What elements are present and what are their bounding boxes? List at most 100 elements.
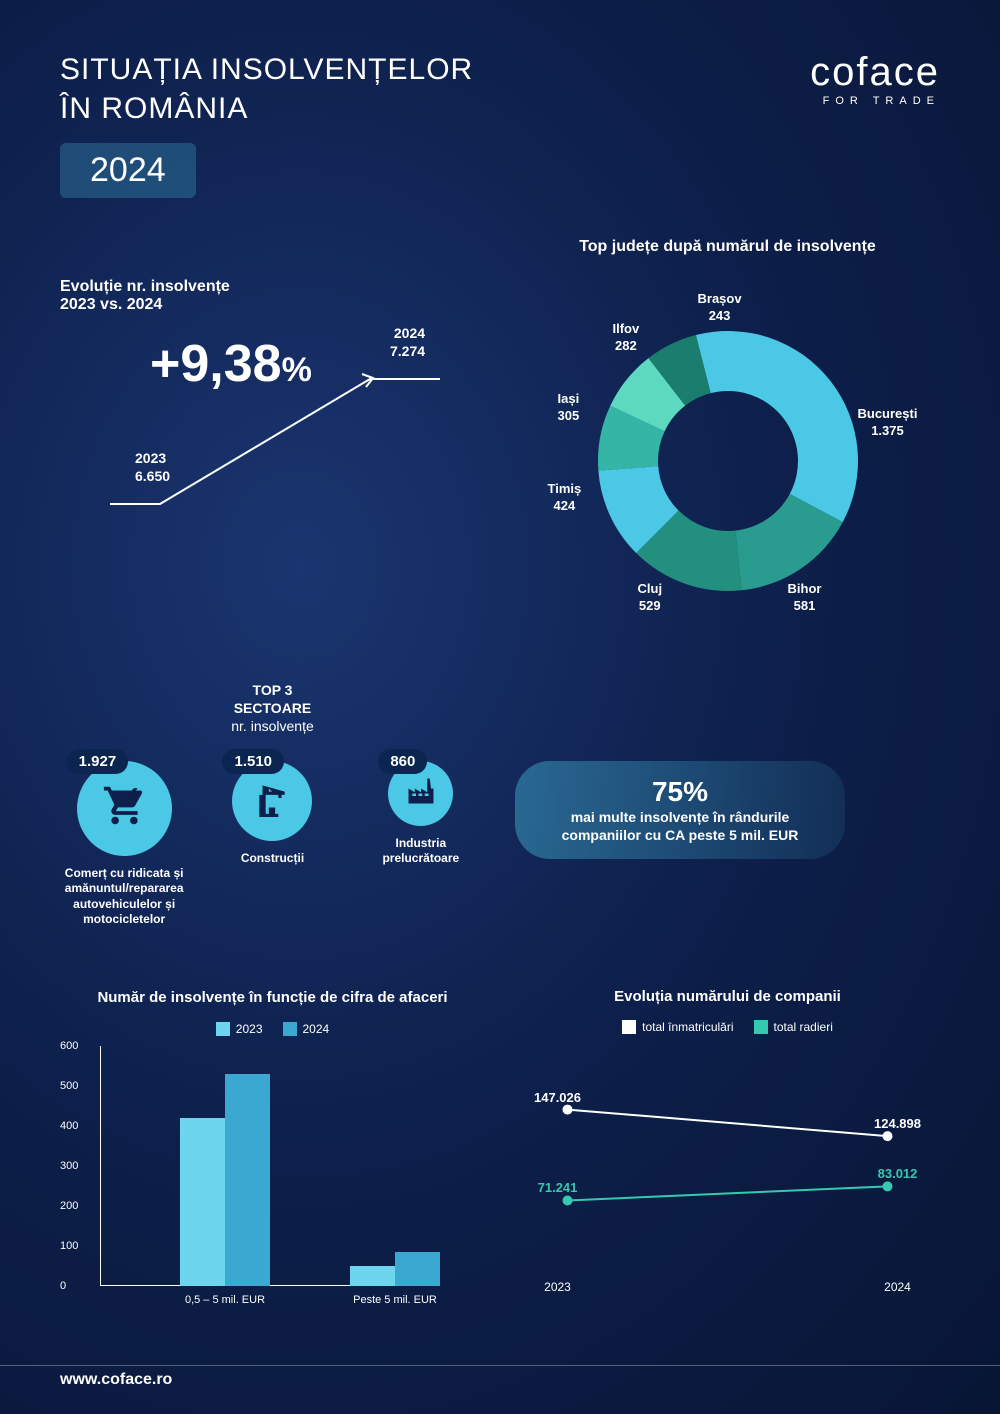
bar-legend-2024: 2024 bbox=[283, 1022, 330, 1036]
sector-circle-0: 1.927 bbox=[77, 761, 172, 856]
factory-icon bbox=[406, 776, 436, 811]
line-series-1 bbox=[568, 1186, 888, 1200]
donut-label-bihor: Bihor581 bbox=[788, 581, 822, 615]
donut-label-bucurești: București1.375 bbox=[858, 406, 918, 440]
line-series-0 bbox=[568, 1110, 888, 1137]
trend-2023-label: 2023 6.650 bbox=[135, 449, 170, 485]
value-2024: 7.274 bbox=[390, 342, 425, 360]
bar-xlabel-1: Peste 5 mil. EUR bbox=[335, 1294, 455, 1306]
sectors-section: TOP 3 SECTOARE nr. insolvențe 1.927 Come… bbox=[60, 681, 485, 928]
page-title: SITUAȚIA INSOLVENȚELOR ÎN ROMÂNIA bbox=[60, 50, 473, 128]
line-legend-total-radieri: total radieri bbox=[754, 1020, 833, 1034]
sector-circle-2: 860 bbox=[388, 761, 453, 826]
line-svg bbox=[515, 1054, 940, 1254]
line-xlabel-2023: 2023 bbox=[544, 1280, 571, 1294]
bar-legend-2023: 2023 bbox=[216, 1022, 263, 1036]
sector-circle-1: 1.510 bbox=[232, 761, 312, 841]
donut-title: Top județe după numărul de insolvențe bbox=[515, 238, 940, 256]
evolution-percent: +9,38% bbox=[150, 334, 312, 394]
sector-value-1: 1.510 bbox=[222, 749, 284, 774]
logo-main: coface bbox=[810, 50, 940, 95]
donut-label-cluj: Cluj529 bbox=[638, 581, 663, 615]
sector-item-0: 1.927 Comerț cu ridicata și amănuntul/re… bbox=[60, 761, 188, 928]
year-2024: 2024 bbox=[390, 324, 425, 342]
sector-value-0: 1.927 bbox=[67, 749, 129, 774]
value-2023: 6.650 bbox=[135, 467, 170, 485]
legend-swatch bbox=[754, 1020, 768, 1034]
sectors-subtitle: nr. insolvențe bbox=[60, 717, 485, 735]
donut-label-timiș: Timiș424 bbox=[548, 481, 582, 515]
bar-section: Număr de insolvențe în funcție de cifra … bbox=[60, 988, 485, 1307]
stat-box-wrap: 75% mai multe insolvențe în rândurile co… bbox=[515, 681, 940, 928]
line-value-0-1: 124.898 bbox=[874, 1116, 921, 1131]
stat-text: mai multe insolvențe în rândurile compan… bbox=[550, 808, 810, 844]
title-block: SITUAȚIA INSOLVENȚELOR ÎN ROMÂNIA 2024 bbox=[60, 50, 473, 198]
line-section: Evoluția numărului de companii total înm… bbox=[515, 988, 940, 1307]
year-badge: 2024 bbox=[60, 143, 196, 198]
evolution-chart: +9,38% 2023 6.650 2024 7.274 bbox=[60, 324, 485, 524]
line-chart: 147.026 124.898 71.241 83.012 2023 2024 bbox=[515, 1054, 940, 1294]
bar-group-1 bbox=[350, 1252, 440, 1286]
trend-2024-label: 2024 7.274 bbox=[390, 324, 425, 360]
bar-ytick-500: 500 bbox=[60, 1080, 78, 1092]
bar-legend: 2023 2024 bbox=[60, 1022, 485, 1036]
donut-label-brașov: Brașov243 bbox=[698, 291, 742, 325]
sectors-title-1: TOP 3 bbox=[60, 681, 485, 699]
percent-value: +9,38 bbox=[150, 335, 282, 393]
bar-xlabel-0: 0,5 – 5 mil. EUR bbox=[165, 1294, 285, 1306]
footer-url: www.coface.ro bbox=[60, 1371, 172, 1389]
stat-percent: 75% bbox=[550, 776, 810, 808]
sector-label-0: Comerț cu ridicata și amănuntul/reparare… bbox=[60, 866, 188, 928]
bar-ytick-0: 0 bbox=[60, 1280, 66, 1292]
line-marker-0-0 bbox=[563, 1105, 573, 1115]
line-xlabel-2024: 2024 bbox=[884, 1280, 911, 1294]
bar-ytick-600: 600 bbox=[60, 1040, 78, 1052]
bar-2023-1 bbox=[350, 1266, 395, 1286]
sectors-title: TOP 3 SECTOARE nr. insolvențe bbox=[60, 681, 485, 736]
donut-label-ilfov: Ilfov282 bbox=[613, 321, 640, 355]
legend-label: total înmatriculări bbox=[642, 1020, 733, 1034]
legend-label: 2024 bbox=[303, 1022, 330, 1036]
bar-chart: 01002003004005006000,5 – 5 mil. EURPeste… bbox=[60, 1046, 485, 1306]
cart-wrench-icon bbox=[102, 783, 147, 833]
logo: coface FOR TRADE bbox=[810, 50, 940, 107]
legend-label: 2023 bbox=[236, 1022, 263, 1036]
bar-ytick-300: 300 bbox=[60, 1160, 78, 1172]
header: SITUAȚIA INSOLVENȚELOR ÎN ROMÂNIA 2024 c… bbox=[0, 0, 1000, 218]
stat-box: 75% mai multe insolvențe în rândurile co… bbox=[515, 761, 845, 859]
bar-2023-0 bbox=[180, 1118, 225, 1286]
line-legend-total-înmatriculări: total înmatriculări bbox=[622, 1020, 733, 1034]
title-line-1: SITUAȚIA INSOLVENȚELOR bbox=[60, 53, 473, 86]
bar-ytick-200: 200 bbox=[60, 1200, 78, 1212]
sector-item-1: 1.510 Construcții bbox=[208, 761, 336, 928]
bar-ytick-400: 400 bbox=[60, 1120, 78, 1132]
legend-swatch bbox=[283, 1022, 297, 1036]
line-marker-1-0 bbox=[563, 1195, 573, 1205]
legend-label: total radieri bbox=[774, 1020, 833, 1034]
line-value-0-0: 147.026 bbox=[534, 1090, 581, 1105]
sector-value-2: 860 bbox=[378, 749, 427, 774]
line-title: Evoluția numărului de companii bbox=[515, 988, 940, 1005]
line-marker-1-1 bbox=[883, 1181, 893, 1191]
title-line-2: ÎN ROMÂNIA bbox=[60, 92, 248, 125]
sector-item-2: 860 Industria prelucrătoare bbox=[357, 761, 485, 928]
bar-2024-1 bbox=[395, 1252, 440, 1286]
bar-ytick-100: 100 bbox=[60, 1240, 78, 1252]
donut-slice-bucurești bbox=[695, 331, 857, 522]
bar-group-0 bbox=[180, 1074, 270, 1286]
percent-sign: % bbox=[282, 351, 312, 389]
legend-swatch bbox=[622, 1020, 636, 1034]
sector-row: 1.927 Comerț cu ridicata și amănuntul/re… bbox=[60, 761, 485, 928]
line-legend: total înmatriculări total radieri bbox=[515, 1020, 940, 1034]
line-value-1-0: 71.241 bbox=[538, 1180, 578, 1195]
donut-label-iași: Iași305 bbox=[558, 391, 580, 425]
sector-label-1: Construcții bbox=[208, 851, 336, 867]
sectors-title-2: SECTOARE bbox=[60, 699, 485, 717]
bar-title: Număr de insolvențe în funcție de cifra … bbox=[60, 988, 485, 1008]
line-value-1-1: 83.012 bbox=[878, 1166, 918, 1181]
line-marker-0-1 bbox=[883, 1131, 893, 1141]
evolution-section: Evoluție nr. insolvențe 2023 vs. 2024 +9… bbox=[60, 238, 485, 651]
sector-label-2: Industria prelucrătoare bbox=[357, 836, 485, 867]
year-2023: 2023 bbox=[135, 449, 170, 467]
evolution-title: Evoluție nr. insolvențe 2023 vs. 2024 bbox=[60, 278, 485, 314]
